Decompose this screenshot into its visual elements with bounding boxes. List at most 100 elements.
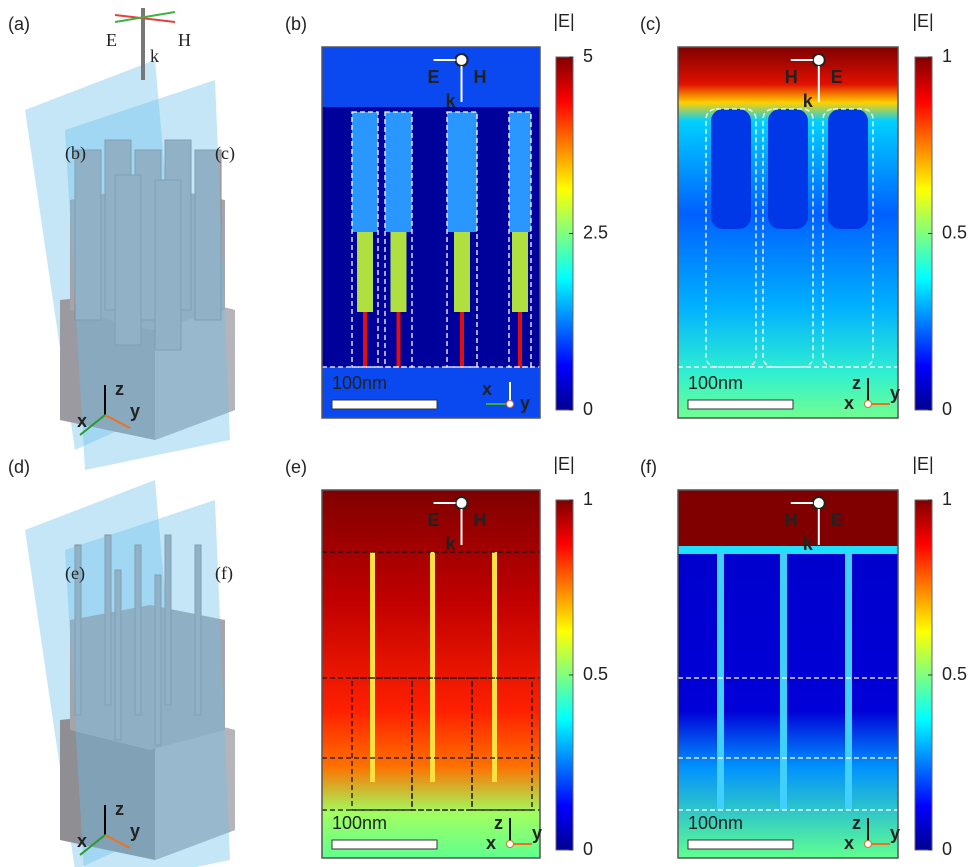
label: k [446, 534, 457, 554]
colorbar-tick-label: 0 [942, 839, 952, 859]
label: z [852, 373, 861, 393]
label: x [844, 833, 854, 853]
colorbar-tick-label: 0.5 [583, 664, 608, 684]
axis-dot [507, 401, 514, 408]
label: E [106, 30, 117, 50]
shape [768, 109, 808, 229]
label: H [785, 67, 798, 87]
colorbar-tick-label: 5 [583, 46, 593, 66]
shape [678, 47, 898, 418]
colorbar-tick-label: 0.5 [942, 222, 967, 242]
label: z [115, 799, 124, 819]
shape [492, 552, 497, 782]
axis-dot [507, 841, 514, 848]
field-symbol [456, 54, 468, 66]
label: |E| [912, 454, 933, 474]
label: y [520, 393, 530, 413]
shape [780, 552, 787, 810]
axis-dot [865, 841, 872, 848]
shape [352, 112, 378, 232]
colorbar-tick-label: 1 [942, 489, 952, 509]
shape [717, 552, 724, 810]
shape [518, 312, 522, 367]
label: y [130, 401, 140, 421]
shape [363, 312, 367, 367]
label: E [428, 67, 440, 87]
label: H [474, 67, 487, 87]
label: |E| [553, 11, 574, 31]
label: z [494, 813, 503, 833]
panel-label: (b) [285, 14, 307, 34]
label: y [130, 821, 140, 841]
shape [332, 400, 437, 409]
panel-label: (f) [640, 457, 657, 477]
label: 100nm [332, 813, 387, 833]
shape [512, 232, 528, 312]
label: z [115, 379, 124, 399]
label: x [844, 393, 854, 413]
label: E [831, 67, 843, 87]
shape [385, 112, 412, 232]
shape [688, 400, 793, 409]
axis-dot [865, 401, 872, 408]
shape [370, 552, 375, 782]
colorbar-tick-label: 1 [942, 46, 952, 66]
colorbar-tick-label: 0.5 [942, 664, 967, 684]
plane [65, 500, 230, 867]
label: 100nm [688, 373, 743, 393]
colorbar-tick-label: 0 [942, 399, 952, 419]
colorbar-tick-label: 0 [583, 839, 593, 859]
label: E [831, 510, 843, 530]
label: y [532, 823, 542, 843]
label: (f) [215, 563, 233, 584]
figure: (a)(b)(c)(d)(e)(f)(b)(c)zxy(e)(f)zxyEHkE… [0, 0, 971, 867]
shape [454, 232, 470, 312]
label: x [77, 411, 87, 431]
panel-label: (c) [640, 14, 661, 34]
label: (b) [65, 143, 86, 164]
colorbar-tick-label: 2.5 [583, 222, 608, 242]
shape [688, 840, 793, 849]
label: x [486, 833, 496, 853]
label: H [785, 510, 798, 530]
label: |E| [912, 11, 933, 31]
shape [391, 232, 407, 312]
label: (c) [215, 143, 235, 164]
label: x [77, 831, 87, 851]
label: H [474, 510, 487, 530]
label: E [428, 510, 440, 530]
field-symbol [456, 497, 468, 509]
label: H [178, 30, 191, 50]
label: k [446, 91, 457, 111]
panel-label: (a) [8, 14, 30, 34]
shape [711, 109, 751, 229]
label: z [852, 813, 861, 833]
shape [460, 312, 464, 367]
panel-label: (d) [8, 457, 30, 477]
colorbar-tick-label: 1 [583, 489, 593, 509]
label: y [890, 383, 900, 403]
label: k [803, 534, 814, 554]
shape [397, 312, 401, 367]
label: |E| [553, 454, 574, 474]
plane [65, 80, 230, 470]
shape [509, 112, 531, 232]
shape [357, 232, 373, 312]
structure-3d [25, 480, 235, 867]
label: x [482, 379, 492, 399]
field-symbol [813, 497, 825, 509]
panel-label: (e) [285, 457, 307, 477]
shape [678, 546, 898, 554]
label: 100nm [688, 813, 743, 833]
label: k [150, 46, 159, 66]
label: 100nm [332, 373, 387, 393]
shape [430, 552, 435, 782]
shape [447, 112, 477, 232]
shape [332, 840, 437, 849]
label: (e) [65, 563, 85, 584]
label: y [890, 823, 900, 843]
label: k [803, 91, 814, 111]
colorbar-tick-label: 0 [583, 399, 593, 419]
field-symbol [813, 54, 825, 66]
shape [845, 552, 852, 810]
